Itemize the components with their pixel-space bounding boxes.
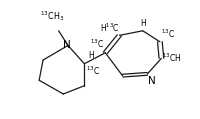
Text: H$^{13}$C: H$^{13}$C [99,21,119,34]
Text: N: N [148,76,155,86]
Text: $^{13}$C: $^{13}$C [160,28,174,40]
Text: $^{13}$CH$_3$: $^{13}$CH$_3$ [40,10,64,23]
Text: H: H [88,51,93,60]
Text: H: H [139,19,145,28]
Text: N: N [63,40,70,50]
Text: $^{13}$C: $^{13}$C [89,38,103,50]
Text: $^{13}$C: $^{13}$C [85,65,99,77]
Text: $^{13}$CH: $^{13}$CH [161,52,180,64]
